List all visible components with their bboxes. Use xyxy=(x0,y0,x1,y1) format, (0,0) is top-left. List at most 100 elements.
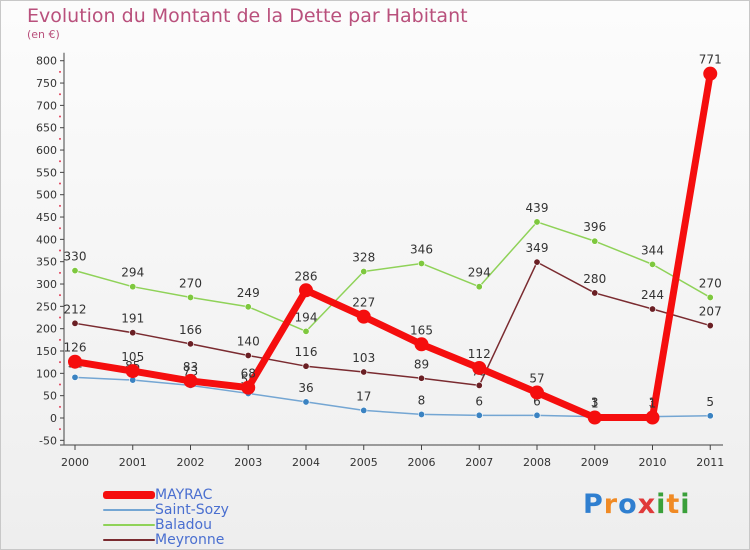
data-point-mayrac xyxy=(587,410,602,425)
data-label-baladou: 194 xyxy=(295,310,318,324)
data-label-mayrac: 83 xyxy=(183,360,198,374)
legend-swatch xyxy=(103,491,155,499)
data-point-baladou xyxy=(706,293,714,301)
data-label-meyronne: 207 xyxy=(699,305,722,319)
data-label-baladou: 249 xyxy=(237,286,260,300)
series-line-mayrac xyxy=(71,70,714,422)
data-point-mayrac xyxy=(68,354,82,369)
data-point-meyronne xyxy=(302,362,310,370)
y-minor-dot xyxy=(59,249,61,252)
chart-subtitle: (en €) xyxy=(27,28,60,41)
x-tick-label: 2000 xyxy=(61,456,89,469)
data-label-baladou: 270 xyxy=(179,276,202,290)
legend-label: Meyronne xyxy=(155,532,225,548)
data-point-baladou xyxy=(71,267,79,275)
y-tick-label: 250 xyxy=(36,300,57,313)
data-point-baladou xyxy=(244,303,252,311)
data-point-baladou xyxy=(475,283,483,291)
data-label-mayrac: 112 xyxy=(468,347,491,361)
x-tick-label: 2002 xyxy=(177,456,205,469)
y-tick-label: 50 xyxy=(43,390,57,403)
y-tick-label: 200 xyxy=(36,323,57,336)
logo-letter: t xyxy=(666,489,681,520)
y-tick-label: 550 xyxy=(36,166,57,179)
data-point-mayrac xyxy=(645,410,660,425)
y-minor-dot xyxy=(59,227,61,230)
data-point-saint-sozy xyxy=(71,373,79,381)
data-label-meyronne: 349 xyxy=(526,241,549,255)
y-tick-label: 450 xyxy=(36,211,57,224)
data-label-meyronne: 244 xyxy=(641,288,664,302)
data-point-meyronne xyxy=(244,351,252,359)
y-tick-label: -50 xyxy=(39,434,57,447)
data-label-mayrac: 227 xyxy=(352,296,375,310)
x-tick-label: 2001 xyxy=(119,456,147,469)
data-label-mayrac: 1 xyxy=(649,397,657,411)
y-tick-label: 700 xyxy=(36,99,57,112)
y-minor-dot xyxy=(59,160,61,163)
x-tick-label: 2008 xyxy=(523,456,551,469)
data-point-meyronne xyxy=(706,322,714,330)
y-minor-dot xyxy=(59,204,61,207)
data-label-saint-sozy: 5 xyxy=(706,395,714,409)
y-tick-label: 800 xyxy=(36,55,57,68)
logo-letter: x xyxy=(637,489,657,520)
y-minor-dot xyxy=(59,294,61,297)
series-line-saint-sozy xyxy=(74,376,711,418)
data-label-meyronne: 212 xyxy=(64,302,87,316)
data-label-baladou: 330 xyxy=(64,250,87,264)
x-tick-label: 2003 xyxy=(234,456,262,469)
data-point-meyronne xyxy=(417,374,425,382)
data-point-meyronne xyxy=(129,329,137,337)
data-point-mayrac xyxy=(414,337,429,352)
data-label-saint-sozy: 8 xyxy=(418,393,426,407)
y-minor-dot xyxy=(59,271,61,274)
data-point-saint-sozy xyxy=(706,412,714,420)
data-label-meyronne: 280 xyxy=(583,272,606,286)
data-point-mayrac xyxy=(299,283,313,298)
data-label-baladou: 294 xyxy=(121,266,144,280)
x-tick-label: 2007 xyxy=(465,456,493,469)
data-point-baladou xyxy=(591,237,599,245)
data-point-saint-sozy xyxy=(417,410,425,418)
data-label-mayrac: 1 xyxy=(591,397,599,411)
y-tick-label: 0 xyxy=(50,412,57,425)
data-label-baladou: 439 xyxy=(526,201,549,215)
y-minor-dot xyxy=(59,428,61,431)
data-point-meyronne xyxy=(360,368,368,376)
data-label-baladou: 270 xyxy=(699,276,722,290)
logo-letter: i xyxy=(680,489,691,520)
data-label-baladou: 344 xyxy=(641,243,664,257)
series-line-baladou xyxy=(74,221,711,333)
series-line-meyronne xyxy=(74,261,711,387)
data-point-baladou xyxy=(360,268,368,276)
data-label-mayrac: 126 xyxy=(64,341,87,355)
y-tick-label: 100 xyxy=(36,367,57,380)
data-label-mayrac: 286 xyxy=(295,269,318,283)
y-tick-label: 400 xyxy=(36,233,57,246)
y-minor-dot xyxy=(59,182,61,185)
data-point-saint-sozy xyxy=(302,398,310,406)
y-minor-dot xyxy=(59,383,61,386)
y-minor-dot xyxy=(59,338,61,341)
logo-letter: o xyxy=(618,489,638,520)
data-point-meyronne xyxy=(71,319,79,327)
y-minor-dot xyxy=(59,316,61,319)
y-tick-label: 600 xyxy=(36,144,57,157)
y-tick-label: 750 xyxy=(36,77,57,90)
data-point-mayrac xyxy=(241,380,256,395)
data-point-saint-sozy xyxy=(475,411,483,419)
data-point-baladou xyxy=(417,259,425,267)
data-point-meyronne xyxy=(475,381,483,389)
data-point-mayrac xyxy=(703,66,718,81)
data-label-saint-sozy: 6 xyxy=(533,394,541,408)
y-tick-label: 650 xyxy=(36,122,57,135)
legend-swatch xyxy=(103,539,155,541)
data-point-mayrac xyxy=(125,364,140,379)
data-point-baladou xyxy=(302,327,310,335)
data-point-meyronne xyxy=(533,258,541,266)
data-label-baladou: 328 xyxy=(352,251,375,265)
data-label-meyronne: 191 xyxy=(121,312,144,326)
y-minor-dot xyxy=(59,115,61,118)
data-label-meyronne: 166 xyxy=(179,323,202,337)
